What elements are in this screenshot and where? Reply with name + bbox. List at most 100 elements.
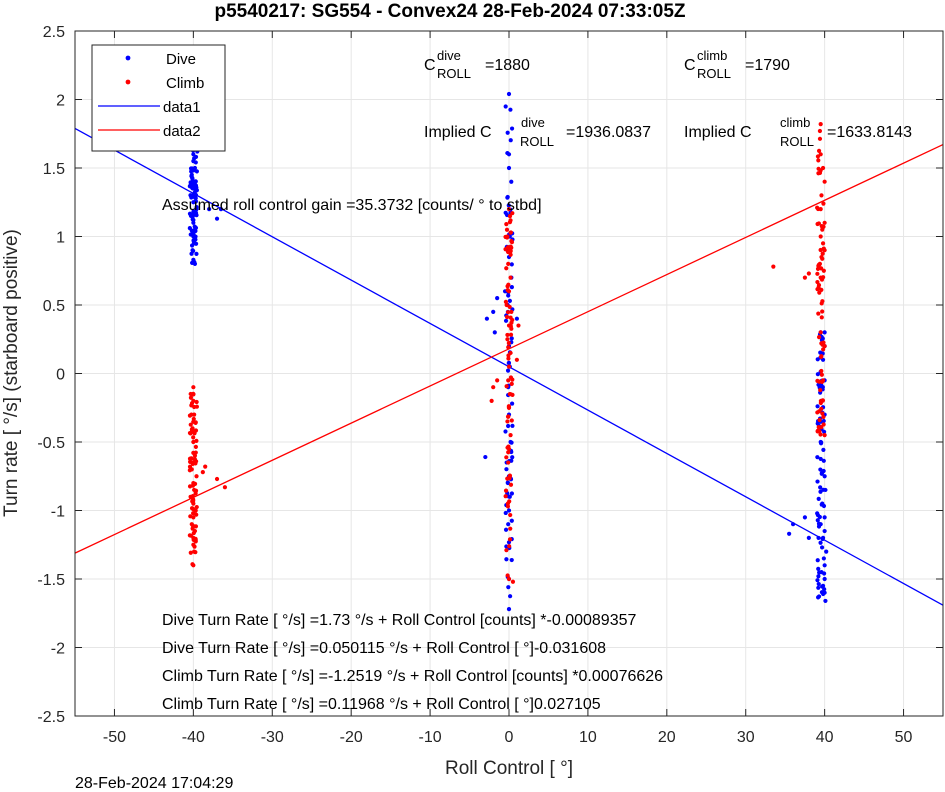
point-climb [506,345,511,350]
c-climb-value: =1790 [745,57,790,74]
point-climb [822,179,827,184]
point-climb [508,433,513,438]
point-climb [507,499,512,504]
x-tick-label: 40 [816,729,834,746]
point-dive [818,467,823,472]
point-climb [818,207,823,212]
point-dive [509,285,514,290]
point-dive [818,485,823,490]
point-climb [815,266,821,271]
point-climb [506,446,512,451]
point-dive [503,104,508,109]
point-climb [819,406,824,411]
point-dive [192,224,197,229]
point-dive [506,293,511,298]
point-climb [506,356,511,361]
point-climb [194,474,199,479]
point-dive [508,439,513,445]
footer-timestamp: 28-Feb-2024 17:04:29 [75,775,233,792]
point-dive [820,583,826,588]
x-tick-label: 10 [579,729,597,746]
point-climb [815,205,820,210]
y-tick-label: -1 [51,504,65,521]
c-dive-sup: dive [437,48,461,63]
point-climb [507,214,513,219]
point-climb [491,385,496,390]
c-dive-annotation: C dive ROLL =1880 [424,48,530,81]
point-dive [192,179,197,184]
point-dive [824,549,829,554]
point-climb [815,410,820,415]
point-dive [822,590,827,595]
point-climb [506,282,511,287]
point-climb [194,404,199,409]
point-dive [506,508,512,513]
point-climb [820,241,826,246]
point-dive [191,186,196,191]
point-dive [818,456,823,462]
point-dive [822,330,827,335]
point-dive [190,217,195,222]
point-climb [489,398,494,403]
point-dive [191,234,196,239]
y-tick-label: 0 [56,367,65,384]
point-climb [506,340,511,346]
point-dive [506,522,511,527]
point-dive [506,585,511,590]
point-climb [193,524,199,529]
point-climb [507,474,512,479]
point-climb [771,264,776,269]
x-tick-label: 30 [737,729,755,746]
point-climb [191,460,196,465]
point-dive [505,195,510,200]
point-dive [191,200,196,205]
point-climb [818,152,823,157]
point-climb [190,426,195,431]
point-climb [503,494,508,499]
implied-dive-sub: ROLL [520,134,554,149]
point-dive [506,423,511,429]
point-climb [817,128,823,134]
point-dive [191,257,196,262]
point-climb [819,368,824,374]
point-climb [192,412,197,417]
point-dive [503,318,509,323]
point-climb [506,364,512,369]
y-tick-label: 1 [56,230,65,247]
point-climb [189,506,195,511]
point-dive [190,248,195,253]
point-climb [508,244,513,249]
point-climb [508,526,513,531]
point-climb [191,416,196,422]
point-dive [192,227,198,232]
point-dive [194,169,199,174]
legend-box [91,44,226,152]
legend-label-data2: data2 [163,123,201,140]
point-dive [484,316,490,321]
point-dive [816,581,821,587]
point-climb [819,315,824,320]
point-climb [194,399,199,405]
point-climb [514,357,519,362]
point-dive [506,607,512,612]
fit-line-2: Climb Turn Rate [ °/s] =-1.2519 °/s + Ro… [162,668,663,685]
implied-climb-value: =1633.8143 [827,124,912,141]
point-dive [802,515,808,520]
point-climb [816,166,821,171]
point-climb [191,392,196,397]
point-climb [191,481,196,486]
x-tick-labels: -50 -40 -30 -20 -10 0 10 20 30 40 50 [103,31,913,746]
point-dive [504,557,509,562]
point-dive [818,439,823,445]
point-climb [818,275,823,280]
point-climb [509,381,514,386]
point-dive [816,574,821,579]
point-dive [505,130,510,135]
point-climb [508,512,513,518]
point-climb [189,456,194,461]
point-dive [823,598,828,604]
point-dive [506,360,512,365]
point-climb [505,337,510,342]
point-climb [507,544,512,549]
